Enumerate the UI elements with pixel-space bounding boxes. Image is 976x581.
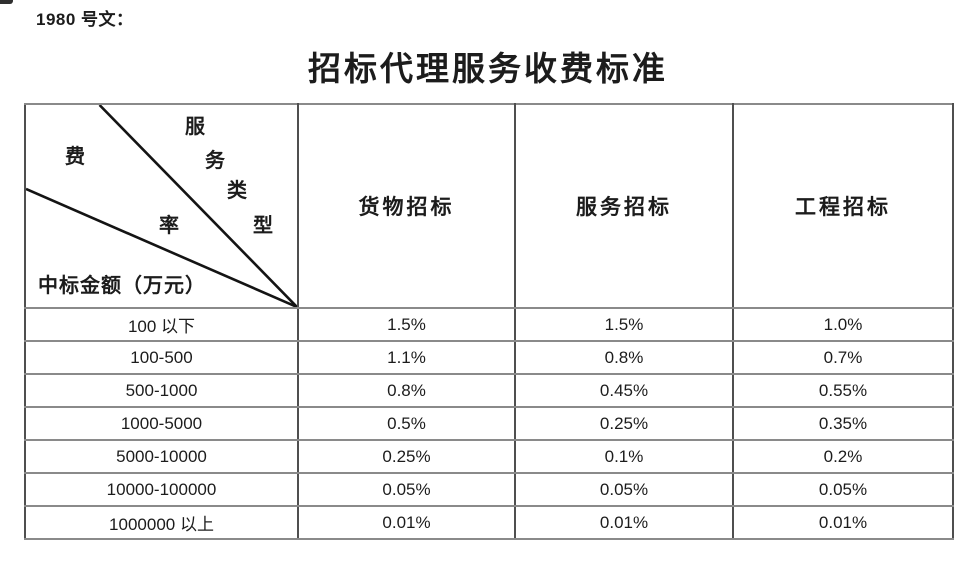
rate-cell: 0.5% — [297, 406, 516, 441]
rate-cell: 1.5% — [514, 307, 734, 342]
rate-cell: 0.2% — [732, 439, 954, 474]
rate-cell: 0.05% — [297, 472, 516, 507]
table-row: 100-500 1.1% 0.8% 0.7% — [24, 340, 954, 375]
rate-cell: 0.05% — [514, 472, 734, 507]
table-row: 500-1000 0.8% 0.45% 0.55% — [24, 373, 954, 408]
amount-range-cell: 1000000 以上 — [24, 505, 299, 540]
corner-char-service-4: 型 — [253, 215, 276, 237]
col-header-engineering: 工程招标 — [732, 103, 954, 309]
rate-cell: 0.8% — [297, 373, 516, 408]
rate-cell: 0.01% — [297, 505, 516, 540]
rate-cell: 0.01% — [514, 505, 734, 540]
table-row: 10000-100000 0.05% 0.05% 0.05% — [24, 472, 954, 507]
header-row: 服 务 类 型 费 率 中标金额（万元） 货物招标 服务招标 工程招标 — [24, 103, 954, 309]
corner-amount-label: 中标金额（万元） — [38, 275, 206, 297]
doc-number-label: 1980 号文： — [36, 10, 134, 29]
corner-char-service-1: 服 — [185, 116, 208, 138]
rate-cell: 0.45% — [514, 373, 734, 408]
amount-range-cell: 10000-100000 — [24, 472, 299, 507]
corner-char-service-3: 类 — [227, 180, 250, 202]
rate-cell: 0.05% — [732, 472, 954, 507]
diagonal-corner-cell: 服 务 类 型 费 率 中标金额（万元） — [24, 103, 299, 309]
diagonal-lines — [26, 105, 297, 307]
corner-char-service-2: 务 — [205, 150, 228, 172]
table-row: 1000-5000 0.5% 0.25% 0.35% — [24, 406, 954, 441]
amount-range-cell: 5000-10000 — [24, 439, 299, 474]
amount-range-cell: 100 以下 — [24, 307, 299, 342]
page-title: 招标代理服务收费标准 — [308, 52, 668, 88]
rate-cell: 1.1% — [297, 340, 516, 375]
scan-artifact — [0, 0, 13, 4]
col-header-services: 服务招标 — [514, 103, 734, 309]
col-header-goods: 货物招标 — [297, 103, 516, 309]
rate-cell: 0.55% — [732, 373, 954, 408]
rate-cell: 0.25% — [297, 439, 516, 474]
rate-cell: 1.5% — [297, 307, 516, 342]
table-row: 1000000 以上 0.01% 0.01% 0.01% — [24, 505, 954, 540]
amount-range-cell: 100-500 — [24, 340, 299, 375]
amount-range-cell: 500-1000 — [24, 373, 299, 408]
fee-standard-table: 服 务 类 型 费 率 中标金额（万元） 货物招标 服务招标 工程招标 100 … — [24, 103, 954, 540]
rate-cell: 1.0% — [732, 307, 954, 342]
corner-char-rate: 率 — [159, 215, 182, 237]
rate-cell: 0.35% — [732, 406, 954, 441]
rate-cell: 0.01% — [732, 505, 954, 540]
table-row: 100 以下 1.5% 1.5% 1.0% — [24, 307, 954, 342]
rate-cell: 0.25% — [514, 406, 734, 441]
table-row: 5000-10000 0.25% 0.1% 0.2% — [24, 439, 954, 474]
rate-cell: 0.1% — [514, 439, 734, 474]
corner-char-fee: 费 — [65, 146, 88, 168]
rate-cell: 0.7% — [732, 340, 954, 375]
amount-range-cell: 1000-5000 — [24, 406, 299, 441]
rate-cell: 0.8% — [514, 340, 734, 375]
